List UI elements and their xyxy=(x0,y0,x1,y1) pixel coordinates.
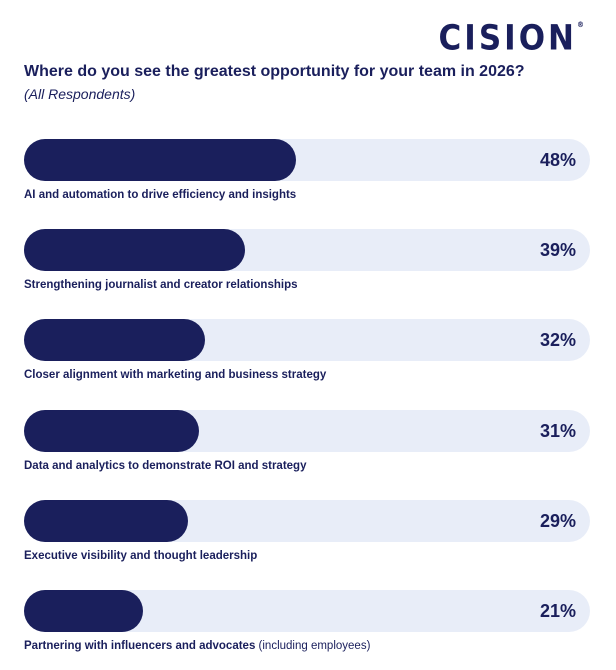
registered-mark: ® xyxy=(577,20,584,30)
category-label-text: AI and automation to drive efficiency an… xyxy=(24,189,297,201)
category-label: Partnering with influencers and advocate… xyxy=(24,640,590,652)
bar xyxy=(24,590,143,632)
bar-row: 29% Executive visibility and thought lead… xyxy=(24,499,590,562)
category-label: Closer alignment with marketing and busi… xyxy=(24,369,590,381)
value-label: 29% xyxy=(539,510,576,531)
value-label: 31% xyxy=(539,420,576,441)
bar xyxy=(24,229,245,272)
value-label: 48% xyxy=(539,150,576,170)
chart-subtitle: (All Respondents) xyxy=(24,86,136,102)
chart-title: Where do you see the greatest opportunit… xyxy=(24,63,525,80)
category-label: Strengthening journalist and creator rel… xyxy=(24,279,590,291)
bar-track: 32% xyxy=(24,319,590,362)
category-label: AI and automation to drive efficiency an… xyxy=(24,189,590,201)
category-label-text: Partnering with influencers and advocate… xyxy=(24,640,256,652)
value-label: 39% xyxy=(539,240,576,261)
bar-track: 29% xyxy=(24,499,590,542)
category-label: Data and analytics to demonstrate ROI an… xyxy=(24,460,590,472)
value-label: 21% xyxy=(539,601,576,621)
bar-track: 31% xyxy=(24,409,590,452)
bar-row: 48% AI and automation to drive efficiency… xyxy=(24,139,590,201)
bar xyxy=(24,319,206,362)
value-label: 32% xyxy=(539,330,576,351)
category-label-note: (including employees) xyxy=(255,640,371,652)
cision-logo: CISION® xyxy=(438,18,584,59)
bar-row: 32% Closer alignment with marketing and b… xyxy=(24,319,590,381)
category-label-text: Strengthening journalist and creator rel… xyxy=(24,279,298,292)
bar xyxy=(24,499,189,542)
bar-row: 31% Data and analytics to demonstrate ROI… xyxy=(24,409,590,472)
bar-row: 39% Strengthening journalist and creator … xyxy=(24,229,590,291)
category-label-text: Closer alignment with marketing and busi… xyxy=(24,369,327,382)
bar-row: 21% Partnering with influencers and advoc… xyxy=(24,590,590,652)
bar-track: 21% xyxy=(24,590,590,632)
bar xyxy=(24,139,296,181)
category-label-text: Data and analytics to demonstrate ROI an… xyxy=(24,459,307,472)
category-label: Executive visibility and thought leaders… xyxy=(24,550,590,562)
bar-track: 48% xyxy=(24,139,590,181)
bar xyxy=(24,409,200,452)
category-label-text: Executive visibility and thought leaders… xyxy=(24,549,258,562)
bar-track: 39% xyxy=(24,229,590,272)
